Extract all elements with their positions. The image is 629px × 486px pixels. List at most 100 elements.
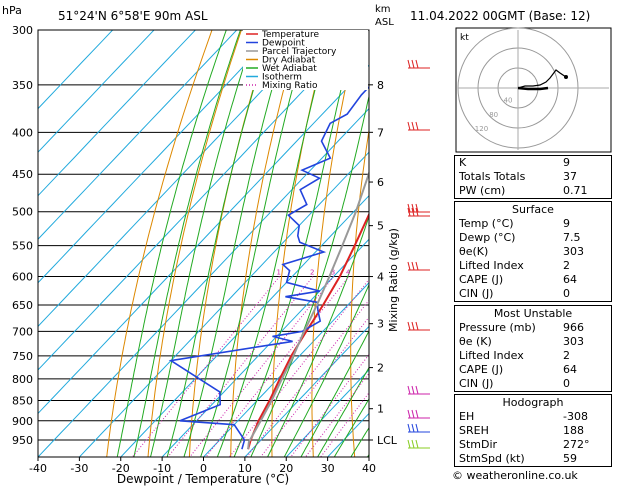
mixing-ratio-label: 4	[346, 269, 351, 277]
wind-barb-flag	[415, 59, 419, 69]
plot-frame	[37, 29, 370, 458]
surface-title: Surface	[512, 203, 554, 216]
legend-entry: Wet Adiabat	[262, 64, 317, 74]
x-tick-label: 20	[279, 462, 293, 475]
eh-row: EH -308	[455, 410, 611, 424]
pressure-tick-label: 300	[12, 24, 33, 37]
wind-barb-flag	[415, 321, 419, 331]
surface-dewp-label: Dewp (°C)	[459, 231, 516, 244]
mixing-ratio-line	[319, 391, 369, 457]
legend-bg	[243, 30, 368, 39]
hodograph-trace	[517, 69, 567, 89]
isotherm-line	[285, 369, 369, 457]
wind-barb-flag	[407, 59, 411, 69]
wet-adiabat-line	[233, 30, 357, 457]
wet-adiabat-line	[250, 94, 369, 457]
wind-barb-flag	[407, 439, 411, 449]
wind-barb-flag	[411, 385, 415, 395]
wind-barb-flag	[415, 409, 419, 419]
sreh-label: SREH	[459, 424, 489, 437]
x-tick-label: 30	[321, 462, 335, 475]
asl-label: ASL	[375, 17, 394, 28]
copyright-footer: © weatheronline.co.uk	[452, 469, 578, 482]
isotherm-line	[326, 412, 369, 457]
surface-cape-value: 64	[563, 273, 577, 286]
hodograph-kt-label: kt	[460, 33, 469, 43]
surface-temp-row: Temp (°C) 9	[455, 217, 611, 231]
legend-entry: Dewpoint	[262, 39, 305, 49]
isotherm-line	[38, 30, 238, 240]
surface-cin-row: CIN (J) 0	[455, 287, 611, 301]
legend-bg	[243, 47, 368, 56]
mixing-ratio-line	[205, 276, 350, 457]
pressure-tick-label: 600	[12, 271, 33, 284]
x-tick-label: -30	[70, 462, 88, 475]
height-tick-label: 7	[377, 126, 384, 139]
stmdir-row: StmDir 272°	[455, 438, 611, 452]
x-tick-label: -20	[112, 462, 130, 475]
wet-adiabat-line	[116, 30, 227, 457]
dry-adiabat-line	[106, 30, 213, 457]
legend-entry: Parcel Trajectory	[262, 47, 337, 57]
eh-label: EH	[459, 410, 475, 423]
stmspd-row: StmSpd (kt) 59	[455, 452, 611, 466]
surface-theta-value: 303	[563, 245, 584, 258]
isotherm-line	[38, 107, 369, 457]
height-tick-label: 8	[377, 79, 384, 92]
x-tick-label: -10	[153, 462, 171, 475]
wet-adiabat-line	[183, 30, 290, 457]
series-dewpoint	[168, 85, 369, 450]
wind-barb-flag	[411, 121, 415, 131]
wind-barb-flag	[411, 203, 415, 213]
x-tick-label: -40	[29, 462, 47, 475]
height-tick-label: 2	[377, 362, 384, 375]
pressure-tick-label: 400	[12, 126, 33, 139]
dry-adiabat-line	[350, 127, 369, 457]
legend-bg	[243, 64, 368, 73]
pressure-tick-label: 800	[12, 373, 33, 386]
mu-li-value: 2	[563, 349, 570, 362]
wind-barb-flag	[411, 423, 415, 433]
surface-cin-value: 0	[563, 287, 570, 300]
mu-li-row: Lifted Index 2	[455, 349, 611, 363]
wind-barb-flag	[415, 439, 419, 449]
pressure-tick-label: 700	[12, 325, 33, 338]
isotherm-line	[38, 30, 279, 284]
pw-row: PW (cm) 0.71	[455, 184, 611, 198]
wind-barb-flag	[415, 121, 419, 131]
wind-barb-flag	[407, 203, 411, 213]
height-tick-label: 1	[377, 403, 384, 416]
isotherm-line	[38, 64, 369, 415]
mu-pressure-label: Pressure (mb)	[459, 321, 536, 334]
mu-pressure-value: 966	[563, 321, 584, 334]
x-tick-label: 0	[200, 462, 207, 475]
sreh-row: SREH 188	[455, 424, 611, 438]
mu-cin-value: 0	[563, 377, 570, 390]
wet-adiabat-line	[216, 30, 332, 457]
surface-cape-row: CAPE (J) 64	[455, 273, 611, 287]
height-tick-label: 4	[377, 271, 384, 284]
x-tick-label: 40	[362, 462, 376, 475]
mixing-ratio-line	[259, 316, 369, 457]
dry-adiabat-line	[147, 30, 242, 457]
surface-temp-value: 9	[563, 217, 570, 230]
legend-bg	[243, 55, 368, 65]
pressure-tick-label: 650	[12, 299, 33, 312]
mu-cape-row: CAPE (J) 64	[455, 363, 611, 377]
location-label: 51°24'N 6°58'E 90m ASL	[58, 9, 208, 23]
hpa-label: hPa	[2, 4, 22, 17]
mixing-ratio-line	[304, 372, 369, 457]
mixing-ratio-label: 20	[440, 269, 449, 277]
mu-title: Most Unstable	[493, 307, 573, 320]
surface-theta-row: θe(K) 303	[455, 245, 611, 259]
wet-adiabat-line	[166, 30, 273, 457]
mixing-ratio-line	[246, 299, 369, 457]
surface-table: Surface Temp (°C) 9 Dewp (°C) 7.5 θe(K) 303…	[454, 201, 612, 302]
mixing-ratio-line	[167, 276, 314, 457]
wind-barb-flag	[407, 423, 411, 433]
wind-barb-flag	[407, 321, 411, 331]
pressure-tick-label: 350	[12, 79, 33, 92]
surface-dewp-row: Dewp (°C) 7.5	[455, 231, 611, 245]
mixing-ratio-line	[290, 353, 369, 457]
